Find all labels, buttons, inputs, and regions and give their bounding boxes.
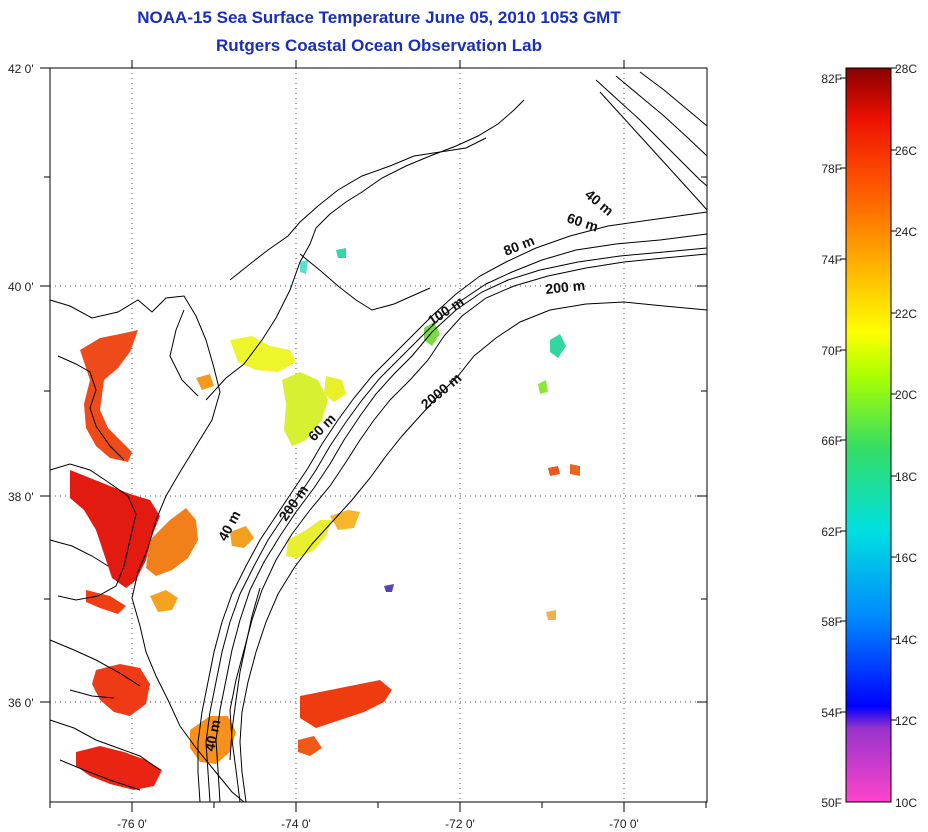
cb-c-16: 16C — [895, 551, 917, 565]
sst-patch-gulf-1 — [548, 466, 560, 476]
sst-patch-hatteras — [190, 716, 236, 764]
sst-patch-shelf-yellow — [282, 372, 328, 446]
cb-c-12: 12C — [895, 714, 917, 728]
lon-label--74: -74 0' — [281, 817, 311, 831]
cb-f-70: 70F — [821, 344, 842, 358]
contour-label-200m-north: 200 m — [545, 277, 586, 297]
sst-patch-far-south — [546, 610, 556, 620]
sst-patch-shelf-yellow-2 — [324, 376, 346, 402]
cb-f-58: 58F — [821, 615, 842, 629]
cb-c-10: 10C — [895, 796, 917, 810]
sst-patch-jersey — [230, 336, 296, 372]
sst-patch-ls-2 — [300, 260, 308, 274]
cb-f-78: 78F — [821, 162, 842, 176]
contour-100m — [229, 253, 708, 803]
sst-patch-gulf-2 — [570, 464, 580, 476]
colorbar: 82F 78F 74F 70F 66F 62F 58F 54F 50F 28C … — [821, 62, 917, 810]
map-title: NOAA-15 Sea Surface Temperature June 05,… — [137, 8, 621, 27]
colorbar-ticks — [840, 67, 897, 721]
sst-patch-pamlico — [76, 746, 162, 790]
map-subtitle: Rutgers Coastal Ocean Observation Lab — [216, 36, 542, 55]
cb-c-22: 22C — [895, 307, 917, 321]
sst-patch-shelf-yellow-3 — [286, 520, 332, 558]
sst-patch-chesapeake — [70, 470, 160, 588]
cb-c-24: 24C — [895, 225, 917, 239]
tick-marks — [40, 60, 707, 812]
contour-60m — [205, 233, 708, 803]
sst-patch-shelf-orange — [330, 510, 360, 530]
sst-patch-delmarva — [146, 508, 198, 576]
cb-c-28: 28C — [895, 62, 917, 76]
sst-patch-slope-2 — [538, 380, 548, 394]
cb-c-14: 14C — [895, 633, 917, 647]
sst-patch-ls-1 — [336, 248, 346, 258]
lon-label--70: -70 0' — [609, 817, 639, 831]
cb-f-66: 66F — [821, 434, 842, 448]
contour-label-40m-south: 40 m — [201, 718, 223, 753]
cb-f-50: 50F — [821, 796, 842, 810]
lat-label-40: 40 0' — [8, 280, 34, 294]
colorbar-f-labels: 82F 78F 74F 70F 66F 62F 58F 54F 50F — [821, 72, 842, 810]
cb-f-74: 74F — [821, 253, 842, 267]
map-frame — [49, 67, 708, 803]
sst-patch-shelf-1 — [230, 526, 254, 548]
lat-labels: 42 0' 40 0' 38 0' 36 0' — [8, 62, 34, 710]
map-panel: 40 m 60 m 80 m 100 m 200 m 2000 m 60 m 4… — [8, 60, 708, 831]
colorbar-gradient — [845, 67, 892, 803]
contour-40m — [197, 211, 708, 803]
lon-labels: -76 0' -74 0' -72 0' -70 0' — [117, 817, 639, 831]
sst-patch-offshore-south — [300, 680, 392, 728]
sst-patch-lower-1 — [150, 590, 178, 612]
sst-data — [70, 248, 580, 790]
cb-f-62: 62F — [821, 525, 842, 539]
cb-c-20: 20C — [895, 388, 917, 402]
cb-f-54: 54F — [821, 706, 842, 720]
sst-patch-sound — [92, 664, 150, 716]
contour-80m — [215, 247, 708, 803]
sst-patch-purple — [384, 584, 394, 592]
lat-label-42: 42 0' — [8, 62, 34, 76]
lon-label--72: -72 0' — [445, 817, 475, 831]
lat-label-36: 36 0' — [8, 696, 34, 710]
cb-f-82: 82F — [821, 72, 842, 86]
sst-patch-bay-north — [80, 330, 138, 462]
cb-c-26: 26C — [895, 144, 917, 158]
sst-patch-offshore-south-2 — [298, 736, 322, 756]
contour-2000m — [239, 301, 708, 803]
sst-patch-de-bay — [196, 374, 214, 390]
lon-label--76: -76 0' — [117, 817, 147, 831]
lat-label-38: 38 0' — [8, 490, 34, 504]
coastline — [49, 99, 525, 803]
bathymetry — [197, 71, 708, 803]
cb-c-18: 18C — [895, 470, 917, 484]
colorbar-c-labels: 28C 26C 24C 22C 20C 18C 16C 14C 12C 10C — [895, 62, 917, 810]
sst-patch-slope-1 — [550, 334, 566, 358]
